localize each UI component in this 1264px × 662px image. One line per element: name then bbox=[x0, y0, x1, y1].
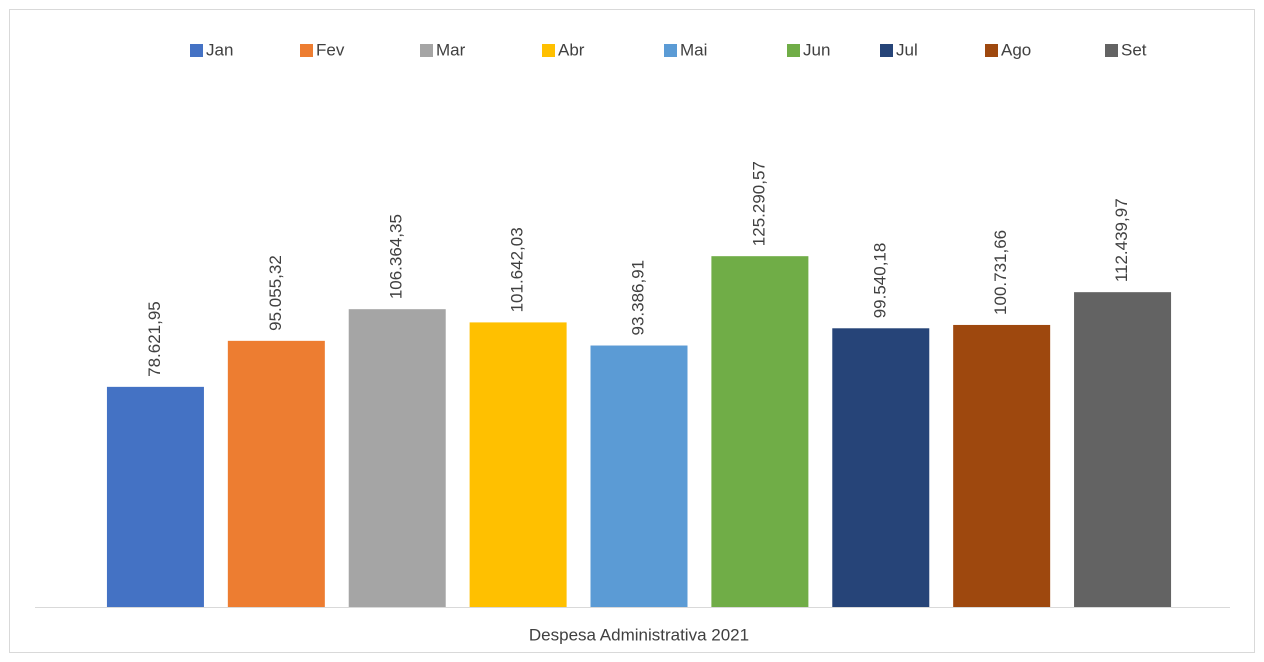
data-label: 100.731,66 bbox=[991, 230, 1010, 315]
legend-swatch bbox=[1105, 44, 1118, 57]
legend-label: Jul bbox=[896, 40, 918, 59]
legend-label: Mai bbox=[680, 40, 707, 59]
bar bbox=[106, 386, 204, 607]
legend-swatch bbox=[420, 44, 433, 57]
category-label: Despesa Administrativa 2021 bbox=[529, 625, 749, 644]
bar bbox=[469, 322, 567, 607]
data-label: 125.290,57 bbox=[749, 161, 768, 246]
data-label: 99.540,18 bbox=[870, 243, 889, 319]
legend-swatch bbox=[542, 44, 555, 57]
bar bbox=[590, 345, 688, 607]
data-label: 112.439,97 bbox=[1112, 198, 1131, 282]
data-label: 95.055,32 bbox=[266, 255, 285, 331]
bar bbox=[953, 324, 1051, 607]
data-label: 106.364,35 bbox=[387, 214, 406, 299]
legend-swatch bbox=[787, 44, 800, 57]
legend-label: Set bbox=[1121, 40, 1147, 59]
legend-label: Jun bbox=[803, 40, 830, 59]
data-label: 93.386,91 bbox=[628, 260, 647, 336]
legend-label: Abr bbox=[558, 40, 585, 59]
legend-swatch bbox=[880, 44, 893, 57]
legend-swatch bbox=[985, 44, 998, 57]
legend-label: Fev bbox=[316, 40, 345, 59]
legend-swatch bbox=[664, 44, 677, 57]
bar bbox=[1074, 292, 1172, 607]
data-label: 101.642,03 bbox=[508, 227, 527, 312]
legend-label: Mar bbox=[436, 40, 466, 59]
legend-swatch bbox=[300, 44, 313, 57]
bar bbox=[348, 309, 446, 607]
legend-swatch bbox=[190, 44, 203, 57]
data-label: 78.621,95 bbox=[145, 301, 164, 377]
bar bbox=[227, 340, 325, 607]
bar bbox=[832, 328, 930, 607]
legend-label: Ago bbox=[1001, 40, 1031, 59]
legend-label: Jan bbox=[206, 40, 233, 59]
bar bbox=[711, 256, 809, 607]
